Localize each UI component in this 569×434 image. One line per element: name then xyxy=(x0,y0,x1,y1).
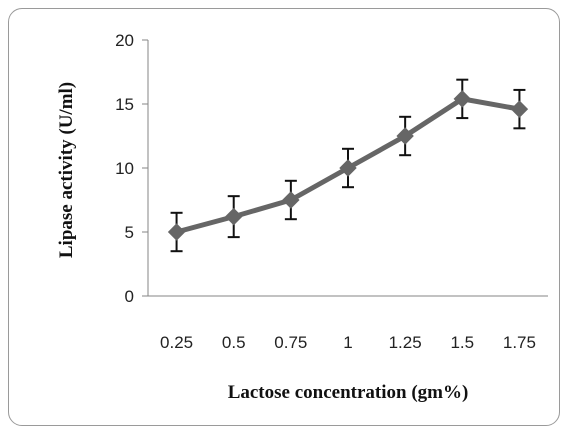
x-tick-label: 1.5 xyxy=(450,333,474,352)
y-tick-label: 5 xyxy=(125,223,134,242)
y-axis-title: Lipase activity (U/ml) xyxy=(56,82,77,258)
data-point-marker xyxy=(510,100,529,118)
y-tick-label: 15 xyxy=(115,95,134,114)
chart-frame xyxy=(8,8,560,426)
data-point-marker xyxy=(396,127,414,145)
x-tick-label: 0.25 xyxy=(160,333,193,352)
x-axis-ticks: 0.25 0.5 0.75 1 1.25 1.5 1.75 xyxy=(160,333,536,352)
x-tick-label: 1.75 xyxy=(503,333,536,352)
x-tick-label: 1.25 xyxy=(389,333,422,352)
data-point-marker xyxy=(225,207,243,226)
data-point-marker xyxy=(339,159,357,177)
x-tick-label: 0.75 xyxy=(274,333,307,352)
data-point-marker xyxy=(453,90,471,108)
y-tick-label: 20 xyxy=(115,31,134,50)
y-tick-label: 0 xyxy=(125,287,134,306)
x-axis-title: Lactose concentration (gm%) xyxy=(228,382,469,403)
series-group xyxy=(167,78,529,253)
x-tick-label: 0.5 xyxy=(222,333,246,352)
y-axis-ticks: 0 5 10 15 20 xyxy=(115,31,148,306)
x-tick-label: 1 xyxy=(343,333,352,352)
data-point-marker xyxy=(167,223,186,241)
y-tick-label: 10 xyxy=(115,159,134,178)
data-point-marker xyxy=(282,191,300,209)
